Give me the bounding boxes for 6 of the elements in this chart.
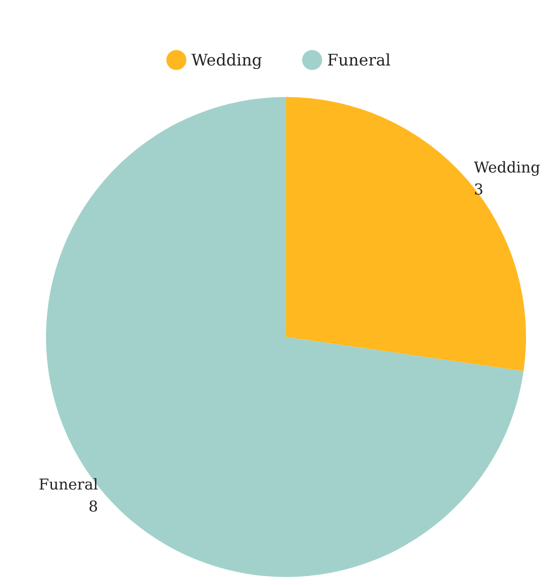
slice-label: Wedding <box>474 158 541 177</box>
slice-label: Funeral <box>38 475 98 494</box>
data-label: 8 <box>88 497 98 516</box>
data-label: 3 <box>474 180 484 199</box>
legend-label: Wedding <box>191 50 262 70</box>
legend-label: Funeral <box>327 50 391 70</box>
